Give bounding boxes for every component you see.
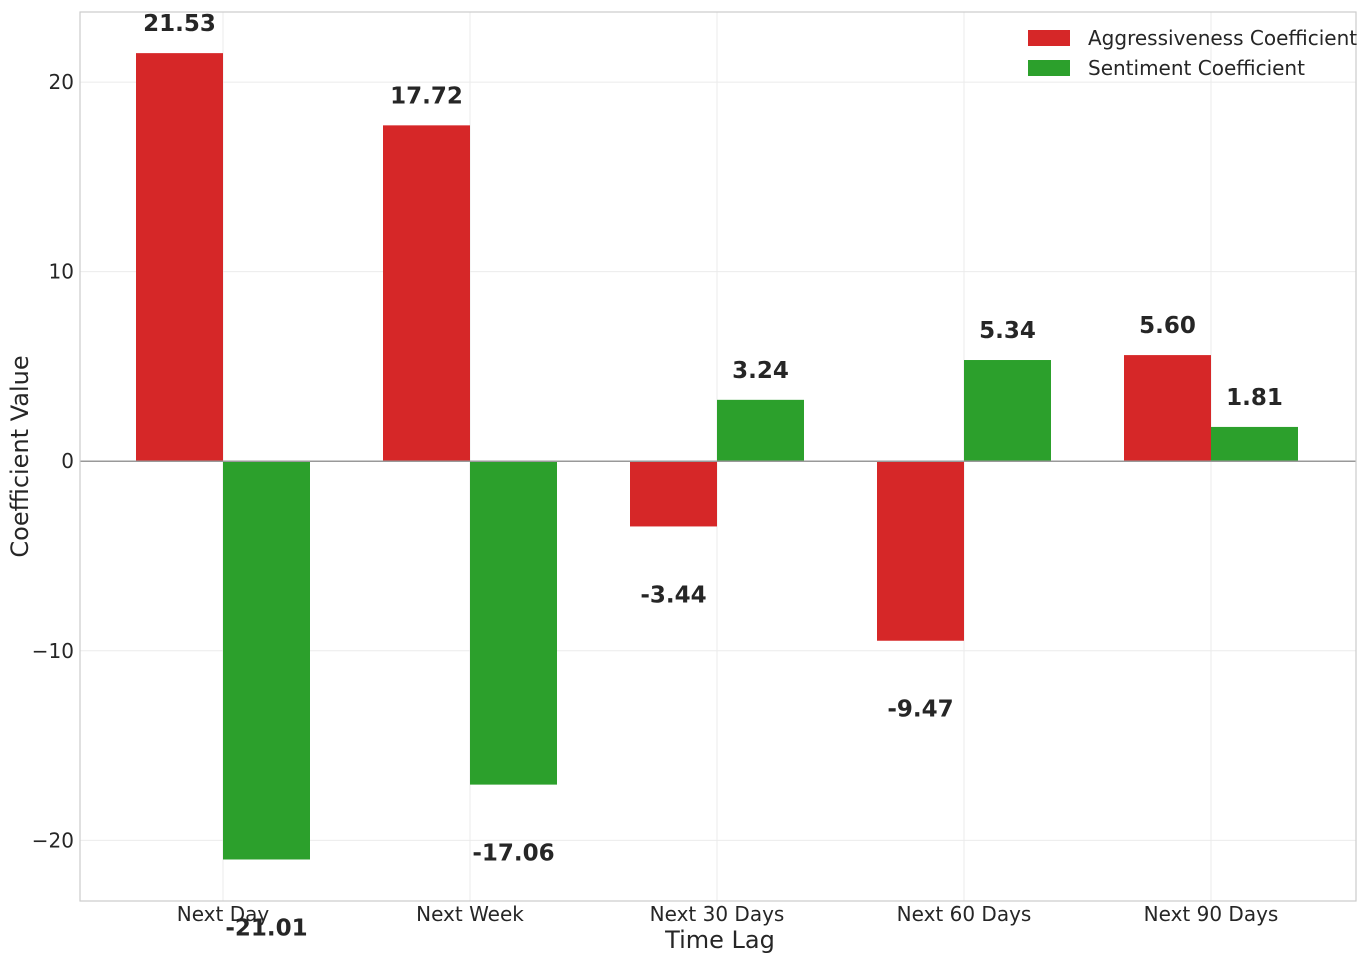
data-label: -9.47 [887, 697, 953, 723]
legend-swatch [1028, 30, 1070, 46]
bar-sentiment [223, 461, 310, 860]
data-label: 3.24 [732, 358, 789, 384]
bar-sentiment [717, 399, 804, 462]
data-label: 21.53 [143, 11, 216, 37]
data-label: 17.72 [390, 83, 463, 109]
y-tick-label: 20 [49, 70, 74, 94]
y-tick-label: −20 [32, 828, 74, 852]
data-label: -17.06 [472, 841, 554, 867]
plot-frame [79, 11, 1357, 902]
bar-sentiment [1211, 426, 1298, 462]
x-tick-label: Next 60 Days [897, 902, 1032, 926]
x-tick-label: Next 30 Days [650, 902, 785, 926]
legend-label: Aggressiveness Coefficient [1088, 26, 1357, 50]
x-tick-label: Next Week [416, 902, 524, 926]
y-tick-label: −10 [32, 639, 74, 663]
bar-sentiment [470, 461, 557, 785]
x-axis-title: Time Lag [664, 926, 775, 954]
bar-sentiment [964, 360, 1051, 462]
bar-aggressiveness [630, 461, 717, 527]
bar-aggressiveness [1124, 355, 1211, 462]
data-label: -3.44 [640, 582, 706, 608]
legend-label: Sentiment Coefficient [1088, 56, 1305, 80]
legend: Aggressiveness Coefficient Sentiment Coef… [1028, 26, 1357, 80]
bar-aggressiveness [136, 53, 223, 462]
x-tick-label: Next 90 Days [1144, 902, 1279, 926]
y-axis-title: Coefficient Value [6, 355, 34, 557]
y-tick-label: 0 [61, 449, 74, 473]
x-ticks: Next Day Next Week Next 30 Days Next 60 Day… [177, 902, 1279, 926]
data-labels: 21.53 17.72 -3.44 -9.47 5.60 -21.01 -17.06 3.24… [143, 11, 1283, 941]
data-label: 5.34 [979, 318, 1036, 344]
data-label: 5.60 [1139, 313, 1196, 339]
y-ticks: −20 −10 0 10 20 [32, 70, 74, 852]
y-tick-label: 10 [49, 260, 74, 284]
x-tick-label: Next Day [177, 902, 270, 926]
legend-swatch [1028, 60, 1070, 76]
bar-aggressiveness [877, 461, 964, 641]
bars [136, 53, 1298, 860]
data-label: 1.81 [1226, 385, 1283, 411]
data-label: -21.01 [225, 915, 307, 941]
bar-aggressiveness [383, 125, 470, 462]
